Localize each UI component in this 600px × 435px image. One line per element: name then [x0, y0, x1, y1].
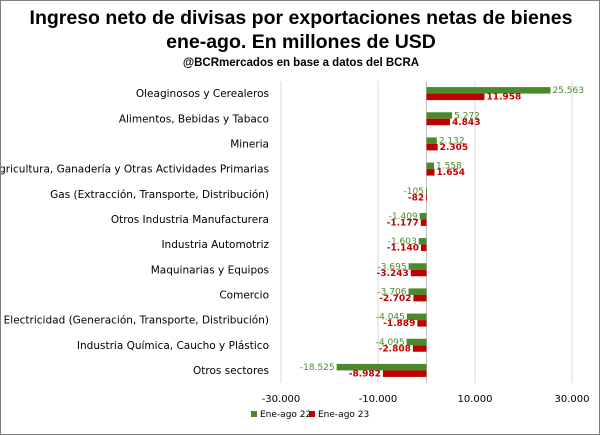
category-label: Industria Química, Caucho y Plástico	[77, 340, 269, 352]
bar-ene-ago-23	[413, 294, 427, 302]
legend-swatch-ene-ago-23	[309, 411, 315, 417]
bar-ene-ago-23	[412, 345, 427, 352]
bar-ene-ago-23	[426, 143, 438, 151]
data-label: -8.982	[349, 369, 381, 379]
data-label: -3.706	[378, 287, 407, 297]
bar-ene-ago-23	[382, 370, 427, 377]
category-label: Gas (Extracción, Transporte, Distribució…	[50, 189, 269, 201]
chart-title-line-2: ene-ago. En millones de USD	[166, 31, 436, 53]
data-label: 1.654	[437, 168, 465, 178]
data-label: 25.563	[552, 86, 584, 96]
bar-ene-ago-22	[426, 162, 435, 170]
bar-ene-ago-23	[426, 93, 485, 101]
data-label: 2.132	[439, 136, 465, 146]
bar-ene-ago-22	[426, 137, 437, 144]
category-label: Otros Industria Manufacturera	[111, 214, 269, 226]
bar-ene-ago-22	[406, 313, 427, 321]
bar-ene-ago-22	[425, 187, 427, 195]
data-label: 5.272	[454, 111, 480, 121]
bar-ene-ago-22	[408, 263, 427, 270]
category-label: Oleaginosos y Cerealeros	[136, 88, 269, 100]
data-label: -82	[408, 193, 424, 203]
category-label: Alimentos, Bebidas y Tabaco	[119, 113, 269, 125]
category-label: Mineria	[230, 138, 269, 150]
bar-ene-ago-23	[420, 219, 427, 226]
bar-ene-ago-22	[419, 212, 427, 220]
data-label: -1.889	[383, 319, 415, 329]
data-label: -3.695	[378, 262, 407, 272]
bar-ene-ago-22	[406, 338, 427, 346]
data-label: 4.843	[452, 118, 480, 128]
bar-ene-ago-23	[426, 169, 435, 176]
category-label: Industria Automotriz	[161, 239, 269, 251]
chart-title-line-1: Ingreso neto de divisas por exportacione…	[29, 7, 573, 29]
x-tick-label: 30.000	[555, 394, 590, 405]
bar-ene-ago-23	[417, 320, 427, 327]
data-label: 1.558	[436, 162, 462, 172]
bar-ene-ago-22	[426, 87, 551, 94]
data-label: -4.045	[376, 313, 405, 323]
data-label: -2.702	[379, 294, 411, 304]
data-label: -2.808	[379, 344, 411, 354]
data-label: -105	[404, 187, 424, 197]
legend-label-ene-ago-22: Ene-ago 22	[260, 410, 311, 420]
bar-ene-ago-23	[426, 194, 427, 201]
category-label: Electricidad (Generación, Transporte, Di…	[4, 315, 269, 327]
chart-subtitle: @BCRmercados en base a datos del BCRA	[182, 57, 420, 69]
data-label: -3.243	[377, 269, 409, 279]
bar-ene-ago-23	[426, 118, 450, 126]
bar-ene-ago-22	[418, 238, 427, 245]
data-label: -1.140	[387, 244, 419, 254]
bar-ene-ago-22	[408, 288, 427, 295]
category-label: Comercio	[219, 289, 269, 301]
x-tick-label: -30.000	[262, 394, 301, 405]
category-label: Maquinarias y Equipos	[151, 264, 269, 276]
bar-ene-ago-23	[420, 244, 427, 252]
data-label: -18.525	[300, 363, 335, 373]
bar-ene-ago-23	[410, 269, 427, 277]
data-label: 11.958	[486, 93, 521, 103]
legend-swatch-ene-ago-22	[251, 411, 257, 417]
data-label: -1.603	[388, 237, 417, 247]
x-tick-label: 10.000	[458, 394, 493, 405]
x-tick-label: -10.000	[359, 394, 398, 405]
category-label: Agricultura, Ganadería y Otras Actividad…	[1, 164, 269, 176]
category-label: Otros sectores	[193, 365, 269, 377]
bar-ene-ago-22	[336, 363, 427, 371]
data-label: -1.409	[389, 212, 418, 222]
bar-ene-ago-22	[426, 112, 453, 119]
data-label: -4.095	[376, 338, 405, 348]
data-label: -1.177	[387, 218, 419, 228]
data-label: 2.305	[440, 143, 468, 153]
legend-label-ene-ago-23: Ene-ago 23	[318, 410, 369, 420]
